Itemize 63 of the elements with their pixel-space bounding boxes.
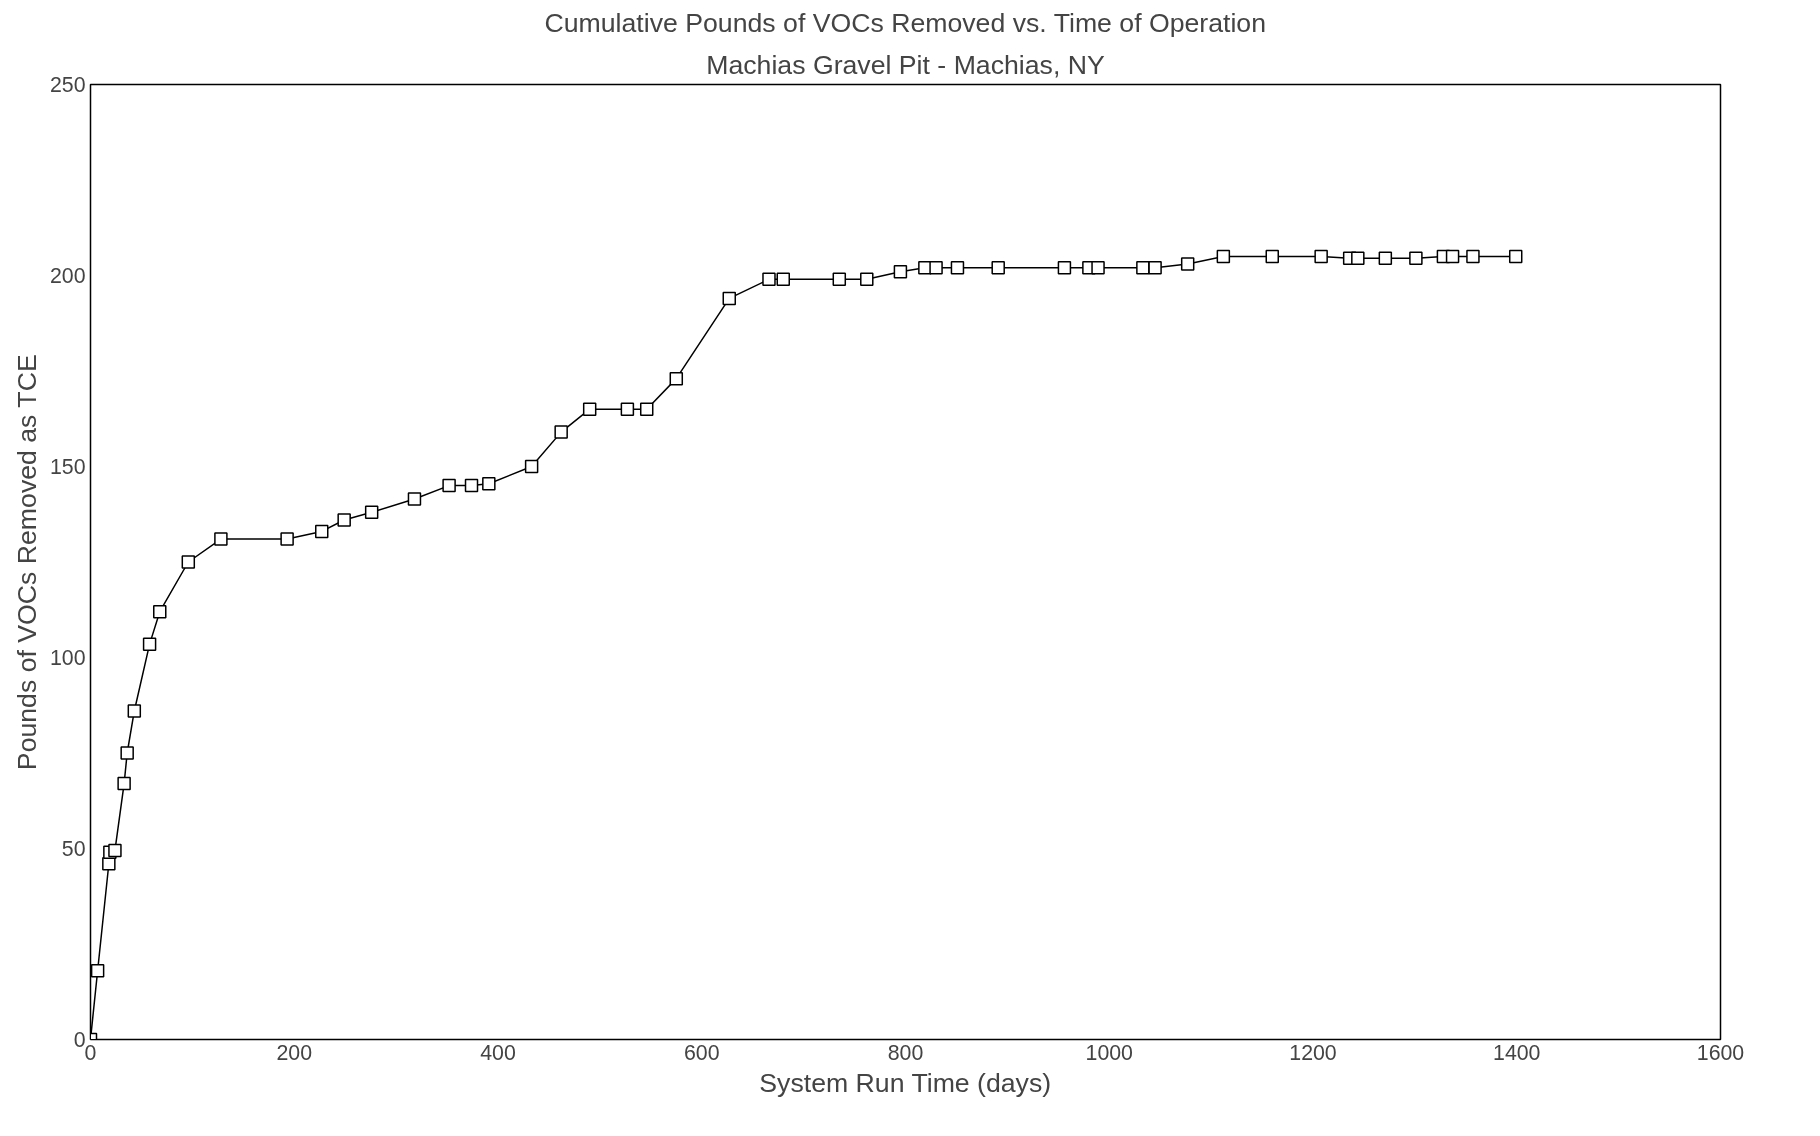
point [153, 604, 167, 619]
y-tick-label: 150 [49, 455, 86, 479]
point [407, 492, 422, 506]
point [1180, 257, 1195, 271]
point [120, 746, 134, 760]
x-tick-label: 1200 [1289, 1040, 1337, 1065]
point [1091, 261, 1105, 275]
point [1378, 251, 1393, 266]
point [1466, 249, 1480, 264]
point [832, 272, 847, 287]
y-axis-title: Pounds of VOCs Removed as TCE [11, 354, 42, 771]
point [315, 524, 329, 539]
x-tick-label: 200 [276, 1040, 313, 1065]
point [90, 963, 105, 978]
point [464, 478, 479, 493]
point [991, 261, 1005, 275]
point [1057, 261, 1072, 275]
y-tick-label: 250 [49, 73, 86, 97]
point [442, 478, 456, 493]
point [893, 264, 908, 279]
point [929, 261, 943, 275]
y-tick-label: 50 [61, 837, 86, 861]
point [1216, 249, 1231, 264]
point [620, 402, 635, 416]
point [1351, 251, 1365, 266]
point [1136, 261, 1150, 275]
x-tick-label: 400 [480, 1040, 516, 1065]
point [214, 532, 228, 546]
x-axis-title: System Run Time (days) [759, 1067, 1052, 1098]
x-tick-label: 1400 [1493, 1040, 1541, 1065]
point [639, 402, 654, 416]
point [482, 476, 496, 491]
point [280, 532, 294, 546]
point [762, 272, 776, 287]
point [1265, 249, 1279, 264]
point [1148, 261, 1162, 275]
point [364, 505, 379, 520]
point [860, 272, 874, 287]
x-tick-label: 1600 [1696, 1040, 1745, 1065]
point [1409, 251, 1423, 266]
point [722, 291, 737, 306]
point [1445, 249, 1460, 264]
y-tick-label: 100 [49, 646, 86, 670]
point [669, 371, 684, 386]
point [117, 776, 131, 791]
x-tick-label: 800 [887, 1040, 924, 1065]
point [554, 425, 568, 439]
point [582, 402, 597, 416]
point [950, 261, 965, 275]
point [524, 459, 539, 474]
chart-title: Cumulative Pounds of VOCs Removed vs. Time of Operation [544, 7, 1267, 38]
chart-subtitle: Machias Gravel Pit - Machias, NY [706, 49, 1105, 80]
point [181, 555, 196, 569]
point [337, 513, 351, 527]
point [127, 704, 142, 718]
x-tick-label: 600 [683, 1040, 720, 1065]
point [1314, 249, 1328, 264]
point [776, 272, 790, 287]
point [108, 843, 122, 858]
x-tick-label: 1000 [1085, 1040, 1134, 1065]
point [1508, 249, 1523, 264]
y-tick-label: 200 [49, 264, 86, 288]
point [142, 637, 157, 651]
